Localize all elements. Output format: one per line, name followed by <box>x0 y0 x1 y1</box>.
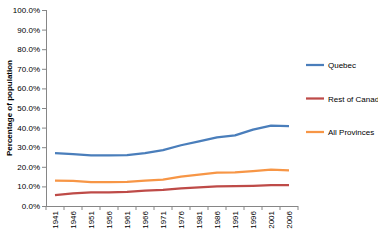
x-tick-label: 1981 <box>195 210 204 228</box>
x-tick-label: 1951 <box>87 210 96 228</box>
y-tick <box>42 147 46 148</box>
x-tick-label: 1971 <box>159 210 168 228</box>
x-tick-label: 2001 <box>267 210 276 228</box>
x-tick <box>154 206 155 210</box>
x-tick <box>298 206 299 210</box>
y-tick-label: 20.0% <box>17 163 40 172</box>
y-tick <box>42 186 46 187</box>
y-tick-label: 10.0% <box>17 182 40 191</box>
y-tick-label: 60.0% <box>17 84 40 93</box>
x-tick <box>280 206 281 210</box>
x-tick-label: 1956 <box>105 210 114 228</box>
legend-swatch <box>306 131 324 133</box>
x-tick-label: 1996 <box>249 210 258 228</box>
y-tick <box>42 206 46 207</box>
legend-label: Quebec <box>328 61 356 70</box>
x-tick-label: 1941 <box>51 210 60 228</box>
x-tick <box>82 206 83 210</box>
y-tick-label: 90.0% <box>17 26 40 35</box>
y-tick <box>42 69 46 70</box>
y-tick <box>42 167 46 168</box>
y-tick-label: 70.0% <box>17 65 40 74</box>
y-tick <box>42 108 46 109</box>
series-line <box>55 170 289 182</box>
chart: 0.0% 10.0% 20.0% 30.0% 40.0% 50.0% 60.0% 70.0% 8… <box>0 0 378 240</box>
y-tick-label: 50.0% <box>17 104 40 113</box>
x-tick-label: 1961 <box>123 210 132 228</box>
x-tick <box>172 206 173 210</box>
plot-area <box>55 126 289 196</box>
y-axis-title: Percentage of population <box>5 60 14 156</box>
x-tick <box>226 206 227 210</box>
x-tick <box>64 206 65 210</box>
x-tick <box>46 206 47 210</box>
y-tick-label: 0.0% <box>22 202 40 211</box>
y-tick <box>42 10 46 11</box>
legend-swatch <box>306 97 324 99</box>
y-tick-label: 30.0% <box>17 143 40 152</box>
x-tick <box>100 206 101 210</box>
legend-label: Rest of Canada <box>328 95 378 104</box>
legend-label: All Provinces <box>328 128 374 137</box>
y-tick <box>42 49 46 50</box>
y-tick <box>42 88 46 89</box>
y-tick-label: 100.0% <box>13 6 40 15</box>
y-axis <box>46 10 47 206</box>
x-tick-label: 2006 <box>285 210 294 228</box>
series-line <box>55 126 289 156</box>
x-tick <box>190 206 191 210</box>
x-tick <box>136 206 137 210</box>
y-tick-label: 80.0% <box>17 45 40 54</box>
x-tick <box>262 206 263 210</box>
y-tick <box>42 128 46 129</box>
x-tick <box>208 206 209 210</box>
y-tick <box>42 30 46 31</box>
x-tick-label: 1991 <box>231 210 240 228</box>
y-tick-label: 40.0% <box>17 124 40 133</box>
x-tick-label: 1976 <box>177 210 186 228</box>
x-tick-label: 1986 <box>213 210 222 228</box>
series-line <box>55 185 289 195</box>
x-tick <box>118 206 119 210</box>
x-tick-label: 1946 <box>69 210 78 228</box>
x-tick <box>244 206 245 210</box>
x-tick-label: 1966 <box>141 210 150 228</box>
legend-swatch <box>306 64 324 66</box>
